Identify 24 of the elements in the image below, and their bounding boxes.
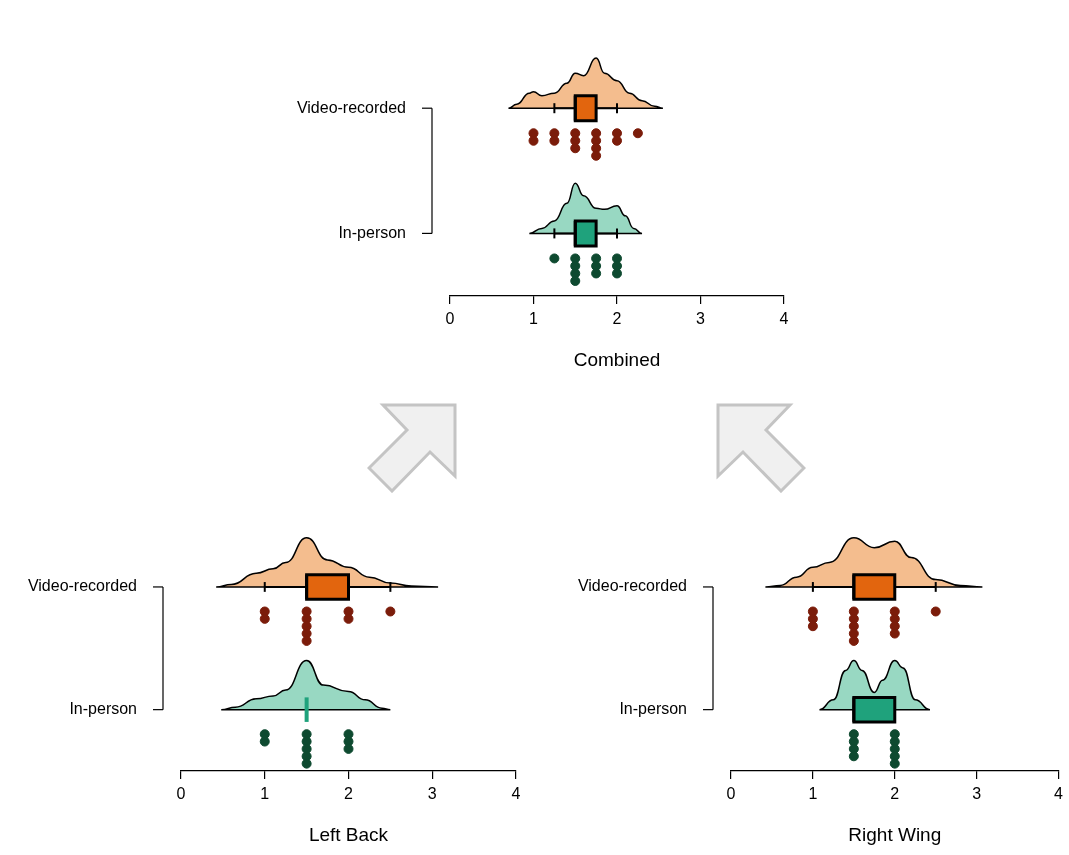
- y-tick-label: Video-recorded: [577, 577, 687, 595]
- y-tick-label: In-person: [619, 700, 687, 718]
- x-tick-label: 2: [612, 310, 622, 328]
- x-tick-label: 0: [176, 785, 186, 803]
- x-tick-label: 3: [972, 785, 982, 803]
- x-tick-label: 1: [808, 785, 818, 803]
- x-tick-label: 1: [260, 785, 270, 803]
- x-tick-label: 3: [696, 310, 706, 328]
- x-axis-title: Right Wing: [848, 823, 942, 845]
- x-tick-label: 2: [344, 785, 354, 803]
- y-tick-label: Video-recorded: [296, 98, 406, 116]
- x-tick-label: 3: [427, 785, 437, 803]
- x-tick-label: 0: [445, 310, 455, 328]
- x-axis-title: Left Back: [308, 823, 389, 845]
- x-tick-label: 4: [779, 310, 789, 328]
- y-tick-label: In-person: [338, 223, 406, 241]
- y-tick-label: Video-recorded: [27, 577, 137, 595]
- x-tick-label: 4: [1054, 785, 1064, 803]
- x-tick-label: 2: [890, 785, 900, 803]
- y-tick-label: In-person: [69, 700, 137, 718]
- x-tick-label: 0: [726, 785, 736, 803]
- x-tick-label: 4: [511, 785, 521, 803]
- x-tick-label: 1: [529, 310, 539, 328]
- x-axis-title: Combined: [573, 348, 661, 370]
